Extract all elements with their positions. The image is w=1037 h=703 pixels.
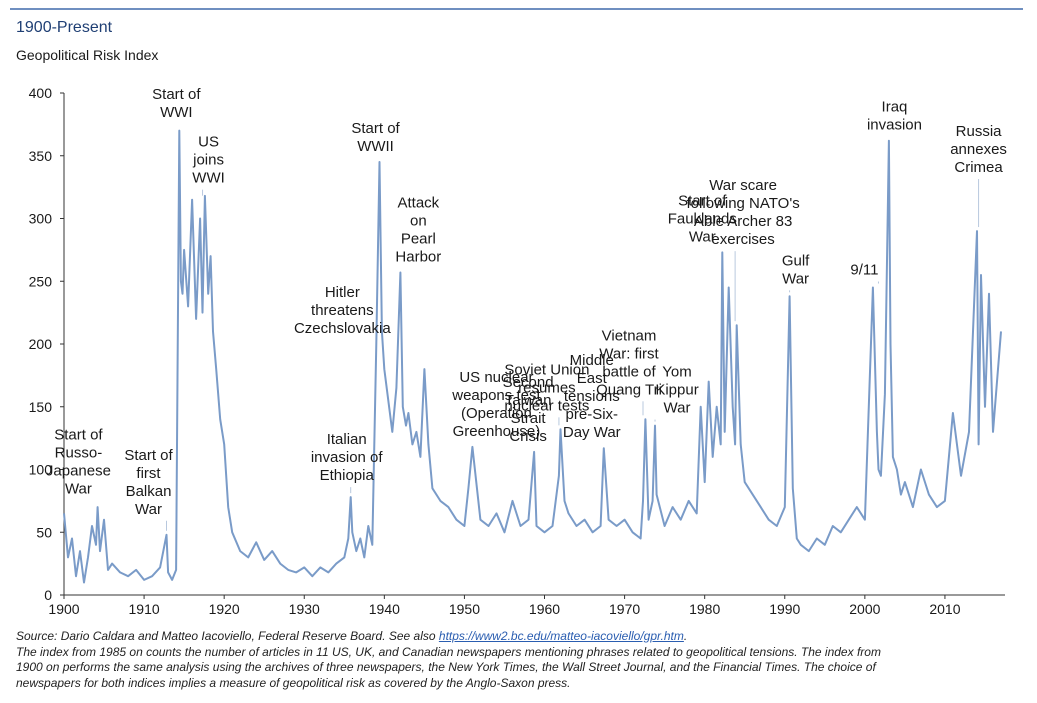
x-tick-label: 2000 (849, 601, 880, 617)
source-prefix: Source: Dario Caldara and Matteo Iacovie… (16, 629, 439, 643)
note-line-1: The index from 1985 on counts the number… (16, 644, 881, 659)
annotation-label: Hitler (325, 284, 360, 301)
annotation-label: threatens (311, 302, 374, 319)
annotation-label: Italian (327, 431, 367, 448)
annotation-label: Start of (124, 447, 173, 464)
source-link[interactable]: https://www2.bc.edu/matteo-iacoviello/gp… (438, 629, 684, 643)
x-tick-label: 1920 (209, 601, 240, 617)
annotation-label: WWI (192, 170, 224, 187)
annotation-label: Start of (678, 192, 727, 209)
annotation-label: War (135, 501, 162, 518)
annotation-label: Fauklands (668, 210, 737, 227)
annotation-label: Attack (398, 194, 440, 211)
annotation-label: Second (503, 374, 554, 391)
annotation-label: Greenhouse) (453, 423, 541, 440)
source-suffix: . (683, 629, 688, 643)
annotation-label: War (689, 228, 716, 245)
y-tick-label: 100 (29, 462, 53, 478)
annotation-label: weapons test (451, 387, 541, 404)
x-tick-label: 1990 (769, 601, 800, 617)
annotation-label: Gulf (782, 252, 810, 269)
annotation-label: Taiwan (505, 392, 552, 409)
annotation-label: War (65, 481, 92, 498)
annotation-label: joins (192, 152, 224, 169)
annotation-label: following NATO's (687, 195, 800, 212)
annotation-label: War (664, 400, 691, 417)
annotation-label: Vietnam (602, 327, 657, 344)
note-line-2: 1900 on performs the same analysis using… (16, 660, 876, 674)
header-rule (10, 8, 1023, 10)
y-tick-label: 0 (44, 587, 52, 603)
annotation-label: Middle (570, 352, 614, 369)
annotation-label: (Operation (461, 405, 532, 422)
annotation-label: WWI (160, 104, 192, 121)
annotation-label: Japanese (46, 463, 111, 480)
annotation-label: Strait (511, 410, 547, 427)
y-tick-label: 200 (29, 336, 53, 352)
y-tick-label: 300 (29, 211, 53, 227)
annotation-label: Start of (351, 120, 400, 137)
source-line: Source: Dario Caldara and Matteo Iacovie… (16, 629, 1021, 645)
annotation-label: Iraq (882, 99, 908, 116)
annotation-label: War: first (599, 345, 659, 362)
x-tick-label: 1950 (449, 601, 480, 617)
annotation-label: Yom (662, 364, 691, 381)
annotation-label: invasion (867, 117, 922, 134)
annotation-label: Russia (956, 123, 1003, 140)
chart-title: 1900-Present (16, 19, 113, 36)
y-tick-label: 400 (29, 85, 53, 101)
x-tick-label: 1940 (369, 601, 400, 617)
annotation-label: Crisis (509, 428, 547, 445)
annotation-label: Kippur (655, 382, 698, 399)
annotation-label: War scare (709, 177, 777, 194)
y-tick-label: 250 (29, 273, 53, 289)
series-line (63, 129, 1002, 584)
annotation-label: US (198, 134, 219, 151)
annotation-label: Able Archer 83 (694, 213, 792, 230)
annotation-label: WWII (357, 138, 394, 155)
annotation-label: annexes (950, 141, 1007, 158)
annotation-label: exercises (711, 231, 774, 248)
annotation-label: first (136, 465, 161, 482)
annotation-label: War (782, 270, 809, 287)
note-line-3: newspapers for both indices implies a me… (16, 675, 571, 690)
annotation-label: battle of (602, 363, 656, 380)
x-tick-label: 1900 (48, 601, 79, 617)
annotation-label: Day War (563, 424, 621, 441)
x-tick-label: 1930 (289, 601, 320, 617)
annotation-label: on (410, 212, 427, 229)
x-tick-label: 1980 (689, 601, 720, 617)
y-tick-label: 50 (36, 524, 52, 540)
annotation-label: East (577, 370, 608, 387)
annotation-label: tensions (564, 388, 620, 405)
y-tick-label: 150 (29, 399, 53, 415)
annotation-label: Russo- (55, 445, 103, 462)
y-tick-label: 350 (29, 148, 53, 164)
annotation-label: Harbor (395, 248, 441, 265)
annotation-label: resumes (518, 379, 576, 396)
annotation-label: Start of (152, 86, 201, 103)
chart-subtitle: Geopolitical Risk Index (16, 47, 159, 63)
annotation-label: US nuclear (459, 369, 533, 386)
annotation-label: Pearl (401, 230, 436, 247)
annotation-label: Start of (54, 427, 103, 444)
annotation-label: Crimea (954, 159, 1003, 176)
x-tick-label: 1960 (529, 601, 560, 617)
annotation-label: Czechslovakia (294, 320, 391, 337)
annotation-label: Balkan (126, 483, 172, 500)
annotation-label: Soviet Union (504, 361, 589, 378)
x-tick-label: 2010 (929, 601, 960, 617)
annotation-label: Ethiopia (320, 467, 375, 484)
annotation-label: 9/11 (850, 262, 878, 279)
x-tick-label: 1910 (129, 601, 160, 617)
x-tick-label: 1970 (609, 601, 640, 617)
annotation-label: invasion of (311, 449, 384, 466)
chart-footnote: Source: Dario Caldara and Matteo Iacovie… (16, 629, 1021, 691)
annotation-label: Quang Tri (596, 381, 662, 398)
annotation-label: pre-Six- (566, 406, 619, 423)
annotation-label: nuclear tests (504, 397, 589, 414)
